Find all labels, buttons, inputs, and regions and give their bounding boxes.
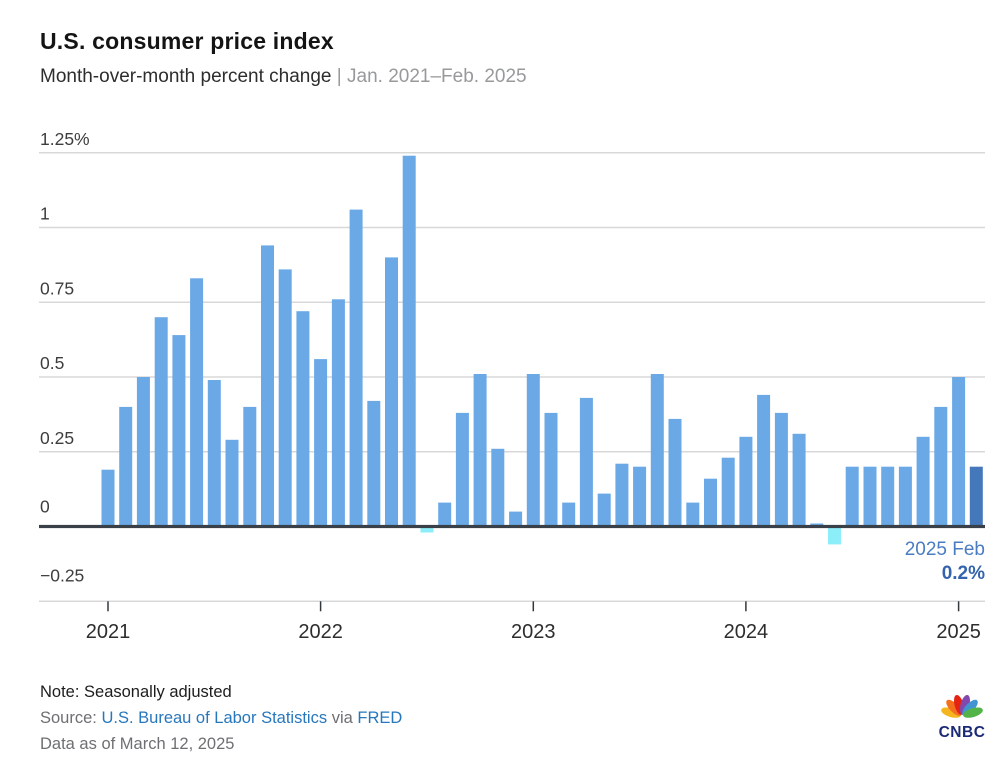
- source-line: Source: U.S. Bureau of Labor Statistics …: [40, 705, 402, 731]
- bar-jan-2023: [526, 374, 540, 527]
- bar-sep-2023: [668, 418, 682, 527]
- bar-oct-2022: [473, 374, 487, 527]
- bar-sep-2022: [455, 412, 469, 527]
- bar-nov-2024: [916, 436, 930, 527]
- zero-axis-line: [39, 524, 985, 529]
- bar-aug-2023: [650, 374, 664, 527]
- bar-jun-2024: [828, 526, 841, 545]
- bar-apr-2021: [154, 317, 168, 527]
- bar-jan-2024: [739, 436, 753, 527]
- cnbc-logo-graphic: CNBC: [939, 694, 986, 741]
- bar-apr-2023: [579, 397, 593, 527]
- bar-nov-2022: [491, 448, 505, 527]
- bar-sep-2021: [243, 406, 257, 527]
- bar-feb-2024: [757, 394, 771, 527]
- source-prefix: Source:: [40, 709, 97, 727]
- chart-footer: Note: Seasonally adjusted Source: U.S. B…: [40, 679, 402, 757]
- x-axis-label-2024: 2024: [724, 621, 769, 643]
- y-axis-label-1.25: 1.25%: [40, 129, 90, 149]
- bar-aug-2021: [225, 439, 239, 527]
- source-link-fred[interactable]: FRED: [357, 709, 403, 727]
- bar-mar-2021: [136, 377, 150, 527]
- chart-header: U.S. consumer price index Month-over-mon…: [40, 28, 527, 88]
- peacock-icon: [941, 694, 983, 718]
- bar-may-2022: [385, 257, 398, 527]
- cnbc-logo-text: CNBC: [939, 724, 986, 741]
- subtitle-separator: |: [336, 66, 342, 87]
- bar-jan-2022: [314, 359, 328, 527]
- bar-oct-2023: [686, 502, 700, 527]
- bar-jun-2021: [190, 278, 204, 527]
- y-axis-label-0.5: 0.5: [40, 353, 64, 373]
- bar-nov-2023: [704, 478, 717, 527]
- bar-jul-2023: [633, 466, 647, 527]
- bar-feb-2023: [544, 412, 558, 527]
- bar-mar-2022: [349, 209, 363, 527]
- bar-sep-2024: [881, 466, 895, 527]
- y-axis-label-0.25: 0.25: [40, 428, 74, 448]
- subtitle-date-range: Jan. 2021–Feb. 2025: [347, 66, 527, 87]
- bar-jan-2025: [952, 377, 966, 527]
- bar-dec-2023: [721, 457, 735, 527]
- bar-may-2023: [597, 493, 611, 527]
- bar-apr-2022: [367, 400, 381, 527]
- bar-apr-2024: [792, 433, 806, 527]
- x-axis-label-2025: 2025: [936, 621, 981, 643]
- note-text: Note: Seasonally adjusted: [40, 683, 232, 701]
- bar-nov-2021: [278, 269, 292, 527]
- bar-dec-2024: [934, 406, 948, 527]
- bar-dec-2021: [296, 311, 310, 527]
- chart-subtitle: Month-over-month percent change | Jan. 2…: [40, 66, 527, 88]
- y-axis-label-1: 1: [40, 204, 50, 224]
- x-axis-label-2022: 2022: [298, 621, 343, 643]
- bar-jul-2021: [207, 380, 221, 527]
- bar-mar-2023: [562, 502, 576, 527]
- cnbc-logo: CNBC: [932, 687, 992, 743]
- bar-jun-2022: [402, 155, 416, 527]
- y-axis-label-0: 0: [40, 497, 50, 517]
- bar-jul-2024: [845, 466, 859, 527]
- bar-aug-2022: [438, 502, 452, 527]
- bar-aug-2024: [863, 466, 877, 527]
- annotation-latest-value: 0.2%: [942, 563, 985, 584]
- x-axis-label-2021: 2021: [86, 621, 131, 643]
- bar-feb-2022: [331, 299, 345, 527]
- bar-oct-2024: [898, 466, 912, 527]
- subtitle-measure: Month-over-month percent change: [40, 66, 332, 87]
- bar-may-2021: [172, 335, 186, 527]
- bar-feb-2025: [969, 466, 983, 527]
- page-title: U.S. consumer price index: [40, 28, 334, 54]
- bar-mar-2024: [774, 412, 788, 527]
- bar-jul-2022: [420, 526, 434, 533]
- source-link-bls[interactable]: U.S. Bureau of Labor Statistics: [101, 709, 328, 727]
- bar-oct-2021: [261, 245, 274, 527]
- peacock-feather-green: [963, 707, 983, 718]
- source-via: via: [331, 709, 353, 727]
- y-axis-label--0.25: −0.25: [40, 565, 84, 585]
- bar-jan-2021: [101, 469, 115, 527]
- bar-jun-2023: [615, 463, 629, 527]
- data-as-of: Data as of March 12, 2025: [40, 735, 235, 753]
- bar-feb-2021: [119, 406, 133, 527]
- y-axis-label-0.75: 0.75: [40, 278, 74, 298]
- annotation-latest-label: 2025 Feb: [905, 539, 985, 560]
- x-axis-label-2023: 2023: [511, 621, 556, 643]
- bar-dec-2022: [509, 511, 523, 527]
